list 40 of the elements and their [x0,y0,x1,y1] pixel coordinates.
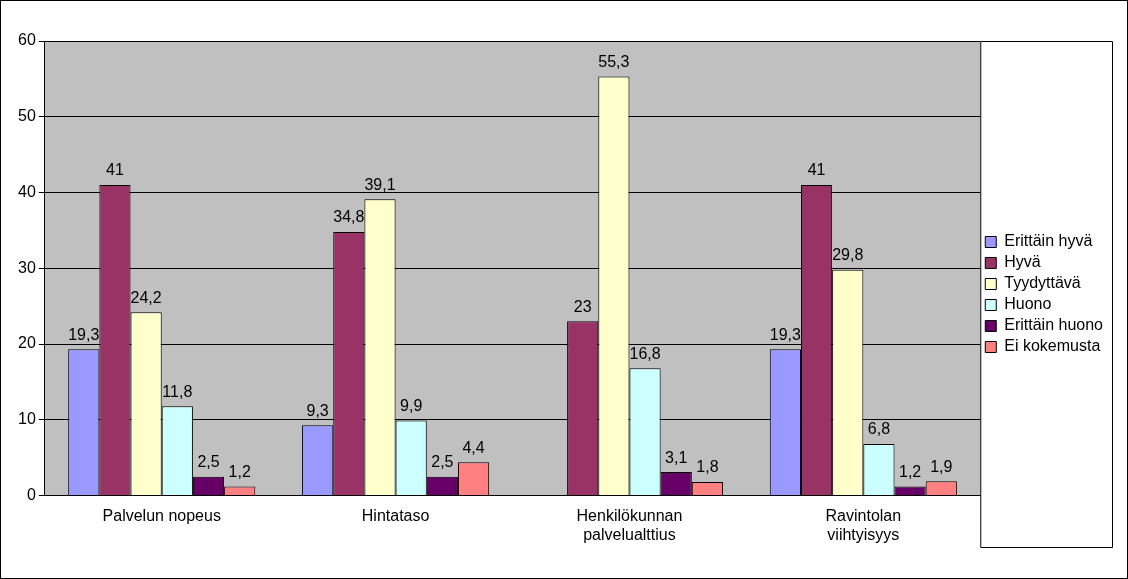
y-tick-label: 40 [18,182,36,200]
data-label: 1,2 [898,462,922,480]
data-label: 34,8 [333,208,365,226]
legend-label: Ei kokemusta [1004,337,1101,355]
data-label: 29,8 [832,246,864,264]
data-label: 41 [106,161,124,179]
data-label: 2,5 [431,453,454,471]
data-label: 1,8 [696,458,719,476]
x-tick-label: Henkilökunnan palvelualttius [576,506,683,543]
data-label: 4,4 [462,438,485,456]
data-label: 9,3 [306,401,329,419]
data-label: 3,1 [665,448,688,466]
data-label: 1,9 [930,457,953,475]
data-label: 6,8 [867,420,891,438]
data-label: 16,8 [629,344,661,362]
data-label: 39,1 [364,175,396,193]
legend-label: Erittäin hyvä [1004,232,1093,250]
y-tick-label: 0 [26,486,36,504]
x-tick-label: Palvelun nopeus [102,506,221,524]
data-label: 24,2 [130,288,162,306]
data-label: 1,2 [228,462,251,480]
data-label: 19,3 [68,325,100,343]
x-tick-label: Hintataso [361,506,430,524]
data-label: 55,3 [598,53,630,71]
legend-label: Huono [1004,295,1052,313]
legend-label: Hyvä [1004,253,1041,271]
y-tick-label: 20 [18,334,36,352]
data-label: 19,3 [769,325,802,343]
x-tick-label: Ravintolan viihtyisyys [825,506,902,543]
data-label: 9,9 [400,397,423,414]
legend-label: Tyydyttävä [1004,274,1081,292]
data-label: 11,8 [162,382,193,400]
y-tick-label: 50 [18,107,36,125]
data-label: 2,5 [197,453,220,471]
data-label: 23 [573,297,592,315]
legend-label: Erittäin huono [1004,316,1104,334]
data-label: 41 [807,161,826,179]
y-tick-label: 10 [18,410,36,428]
y-tick-label: 60 [18,31,36,49]
y-tick-label: 30 [18,258,36,276]
